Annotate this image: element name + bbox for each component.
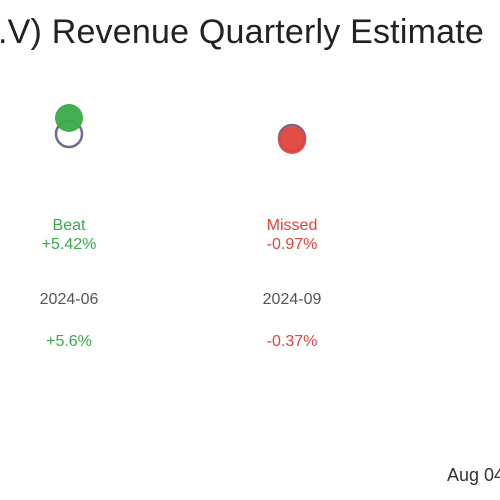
chart-title: .V) Revenue Quarterly Estimate <box>0 13 484 51</box>
footer-date: Aug 04 <box>446 465 500 485</box>
period-date: 2024-09 <box>262 291 322 308</box>
surprise-percent: -1 <box>445 236 500 254</box>
actual-marker <box>55 104 83 132</box>
surprise-percent: -0.97% <box>266 236 318 253</box>
price-change: -0.37% <box>266 333 318 350</box>
surprise-percent: +5.42% <box>41 236 97 253</box>
chart-marks <box>54 104 307 154</box>
result-label: Missed <box>266 217 318 234</box>
period-date: 2024-06 <box>39 291 99 308</box>
result-label: Beat <box>52 217 86 234</box>
price-change: +5.6% <box>46 333 92 350</box>
result-label: M <box>445 217 500 235</box>
actual-marker <box>278 126 306 154</box>
price-change: - <box>445 333 500 351</box>
earnings-chart: Beat +5.42% 2024-06 +5.6% Missed -0.97% 2024-0… <box>0 60 500 400</box>
period-date: 20 <box>445 291 500 309</box>
